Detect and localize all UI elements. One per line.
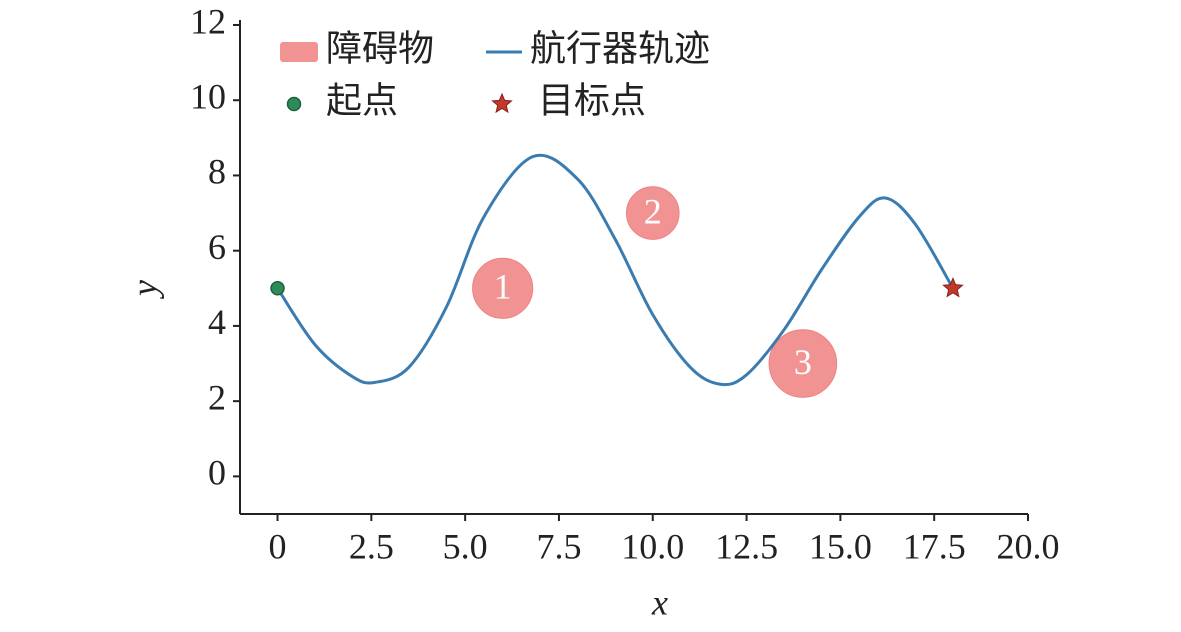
y-tick-label: 12	[190, 1, 226, 41]
obstacle	[472, 257, 534, 319]
x-tick-label: 5.0	[443, 526, 488, 566]
x-axis-label: x	[651, 582, 668, 622]
x-tick-label: 15.0	[809, 526, 872, 566]
x-tick-label: 12.5	[715, 526, 778, 566]
start-point	[270, 281, 285, 296]
legend-swatch	[286, 96, 302, 112]
x-tick-label: 7.5	[536, 526, 581, 566]
y-tick-label: 0	[208, 453, 226, 493]
y-tick-label: 4	[208, 302, 226, 342]
y-tick-label: 10	[190, 76, 226, 116]
legend-label: 障碍物	[326, 28, 434, 68]
x-tick-label: 17.5	[903, 526, 966, 566]
obstacle	[768, 329, 838, 398]
y-tick-label: 6	[208, 227, 226, 267]
obstacle-label: 2	[644, 191, 662, 231]
legend-label: 目标点	[538, 80, 646, 120]
legend-swatch	[280, 42, 318, 62]
x-tick-label: 2.5	[349, 526, 394, 566]
x-tick-label: 10.0	[621, 526, 684, 566]
obstacle-label: 3	[794, 342, 812, 382]
x-tick-label: 0	[269, 526, 287, 566]
obstacle	[625, 186, 680, 240]
legend-label: 起点	[326, 80, 398, 120]
legend-label: 航行器轨迹	[530, 28, 710, 68]
obstacle-label: 1	[494, 267, 512, 307]
y-tick-label: 8	[208, 152, 226, 192]
y-axis-label: y	[124, 280, 164, 299]
x-tick-label: 20.0	[997, 526, 1060, 566]
y-tick-label: 2	[208, 377, 226, 417]
goal-point	[942, 277, 964, 298]
trajectory	[276, 153, 955, 387]
legend-swatch	[491, 92, 513, 114]
